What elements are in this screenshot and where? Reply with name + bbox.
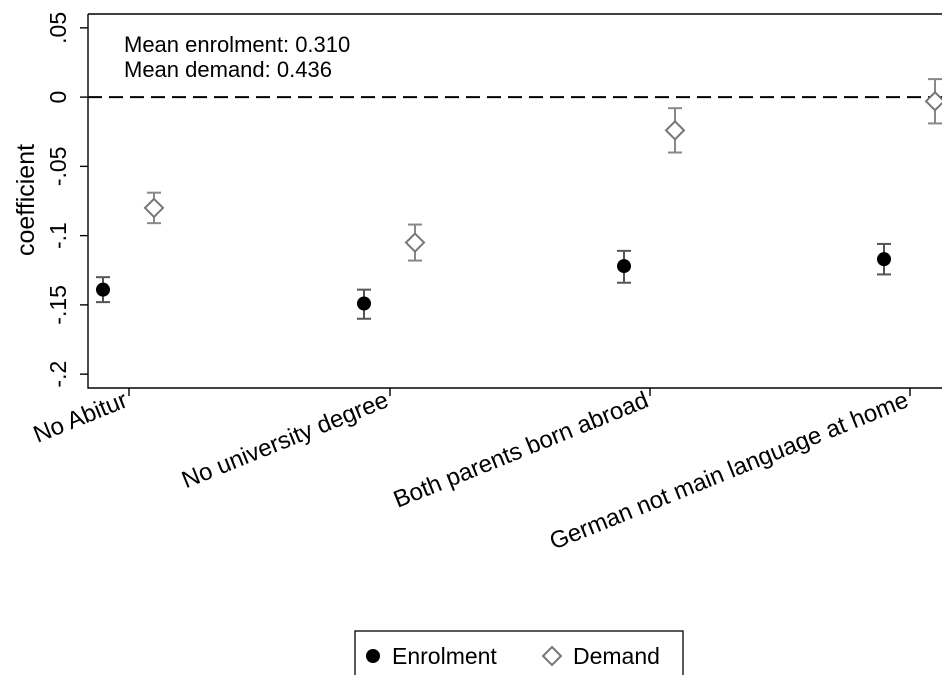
- plot-frame: [87, 13, 942, 389]
- annotation-mean-demand: Mean demand: 0.436: [124, 57, 332, 82]
- y-tick-label: .05: [45, 12, 71, 44]
- enrolment-point-group: [357, 288, 371, 320]
- x-category-label: No university degree: [178, 387, 392, 494]
- data-marks: [88, 78, 942, 320]
- legend-demand-marker: [541, 645, 563, 667]
- y-axis: .05 0 -.05 -.1 -.15 -.2: [45, 12, 88, 388]
- legend-box: [354, 630, 684, 675]
- demand-point-group: [664, 107, 686, 154]
- demand-point-group: [404, 223, 426, 262]
- demand-point: [924, 90, 942, 112]
- demand-point: [664, 119, 686, 141]
- plot-border: [87, 13, 942, 389]
- legend: Enrolment Demand: [354, 630, 684, 675]
- enrolment-point-group: [617, 249, 631, 284]
- y-axis-title: coefficient: [12, 144, 40, 256]
- enrolment-point-group: [96, 276, 110, 304]
- demand-point-group: [143, 191, 165, 225]
- x-category-label: No Abitur: [30, 387, 132, 449]
- legend-demand-label: Demand: [573, 643, 660, 669]
- legend-enrolment-marker: [366, 649, 380, 663]
- demand-point: [404, 232, 426, 253]
- demand-point: [143, 197, 165, 219]
- enrolment-point-group: [877, 242, 891, 276]
- y-tick-label: 0: [45, 91, 71, 104]
- x-category-label: Both parents born abroad: [390, 387, 652, 514]
- legend-enrolment-label: Enrolment: [392, 643, 497, 669]
- y-tick-label: -.2: [45, 361, 71, 388]
- enrolment-point: [357, 296, 371, 311]
- y-tick-label: -.1: [45, 222, 71, 249]
- enrolment-point: [96, 282, 110, 297]
- enrolment-point: [617, 259, 631, 274]
- y-tick-label: -.05: [45, 147, 71, 187]
- demand-point-group: [924, 78, 942, 125]
- y-tick-label: -.15: [45, 285, 71, 325]
- annotation-mean-enrolment: Mean enrolment: 0.310: [124, 32, 350, 57]
- enrolment-point: [877, 252, 891, 267]
